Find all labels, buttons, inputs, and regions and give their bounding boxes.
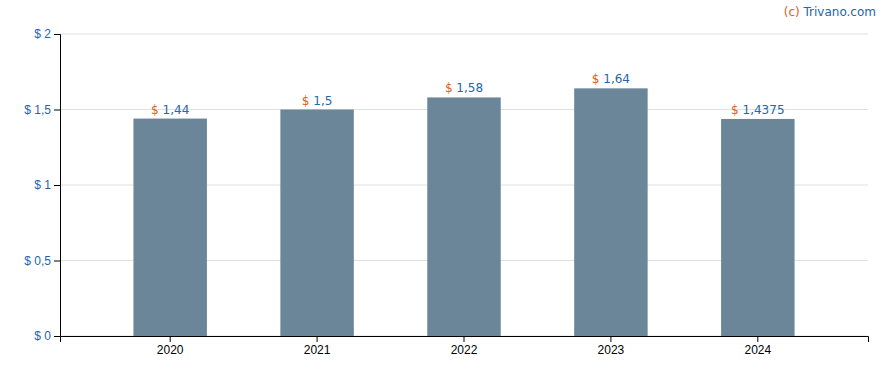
axis-line (54, 35, 61, 337)
tick-mark (54, 261, 60, 262)
tick-label: 2023 (598, 343, 625, 357)
tick: $ 2 (34, 27, 60, 41)
annotation: (c) Trivano.com (784, 5, 876, 19)
tick-mark (54, 34, 60, 35)
data-label: $ 1,64 (592, 72, 630, 86)
tick: $ 1,5 (24, 103, 60, 117)
tick-mark (170, 336, 171, 342)
tick-mark (757, 336, 758, 342)
x-axis: 2020 2021 2022 2023 2024 (61, 336, 869, 357)
y-axis: $ 0 $ 0,5 $ 1 $ 1,5 $ 2 (24, 27, 60, 343)
bars (133, 88, 794, 336)
tick-label: $ 2 (34, 27, 51, 41)
bar (280, 110, 353, 337)
tick: $ 0,5 (24, 254, 60, 268)
grid-line (60, 34, 868, 35)
tick-mark (54, 336, 60, 337)
grid (60, 34, 868, 336)
tick: $ 0 (34, 329, 60, 343)
tick-label: 2020 (157, 343, 184, 357)
tick: 2023 (598, 336, 625, 357)
tick: 2020 (157, 336, 184, 357)
bar (133, 119, 206, 336)
bar (574, 88, 647, 336)
tick-label: $ 0 (34, 329, 51, 343)
tick-label: $ 0,5 (24, 254, 51, 268)
tick-label: 2022 (451, 343, 478, 357)
tick: 2024 (744, 336, 771, 357)
tick: $ 1 (34, 178, 60, 192)
data-label: $ 1,44 (151, 103, 189, 117)
tick-label: 2021 (304, 343, 331, 357)
plot: $ 0 $ 0,5 $ 1 $ 1,5 $ 2 2020 2021 2022 2023 2024 $… (24, 27, 868, 356)
data-label: $ 1,4375 (731, 103, 784, 117)
tick: 2021 (304, 336, 331, 357)
tick-label: 2024 (744, 343, 771, 357)
tick-mark (317, 336, 318, 342)
tick-label: $ 1,5 (24, 103, 51, 117)
chart: $ 0 $ 0,5 $ 1 $ 1,5 $ 2 2020 2021 2022 2023 2024 $… (0, 0, 888, 370)
tick-mark (464, 336, 465, 342)
tick-mark (54, 185, 60, 186)
data-label: $ 1,5 (302, 94, 333, 108)
tick-label: $ 1 (34, 178, 51, 192)
axis-line (61, 337, 869, 343)
data-label: $ 1,58 (445, 81, 483, 95)
tick-mark (54, 110, 60, 111)
bar (721, 119, 794, 336)
tick: 2022 (451, 336, 478, 357)
data-labels: $ 1,44 $ 1,5 $ 1,58 $ 1,64 $ 1,4375 (151, 72, 784, 117)
bar (427, 97, 500, 336)
tick-mark (610, 336, 611, 342)
